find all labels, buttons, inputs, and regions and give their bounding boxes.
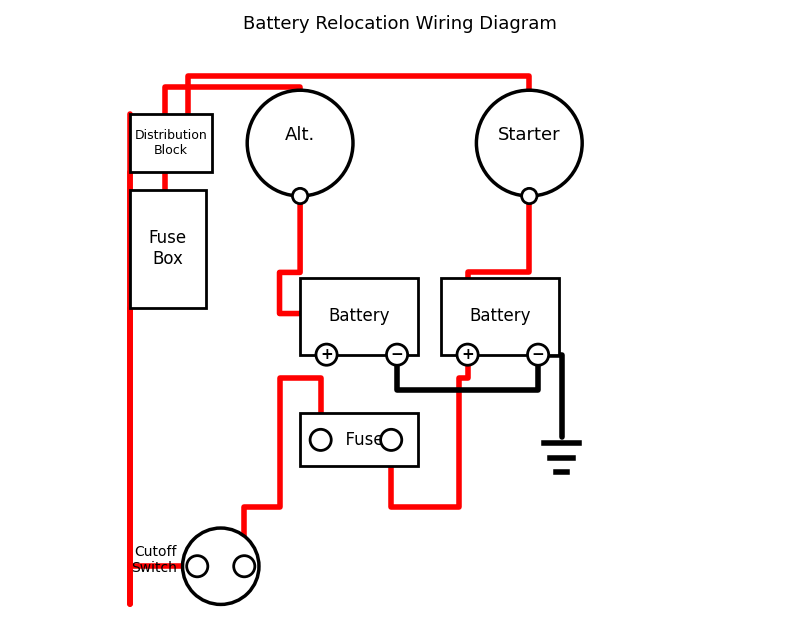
Circle shape xyxy=(182,528,259,604)
Circle shape xyxy=(247,90,353,196)
Circle shape xyxy=(522,188,537,204)
Circle shape xyxy=(476,90,582,196)
Text: Fuse: Fuse xyxy=(334,431,383,449)
Circle shape xyxy=(310,429,331,451)
Circle shape xyxy=(234,556,255,577)
Circle shape xyxy=(293,188,308,204)
Text: Distribution
Block: Distribution Block xyxy=(134,129,207,157)
FancyBboxPatch shape xyxy=(130,114,212,173)
Text: Alt.: Alt. xyxy=(285,126,315,144)
FancyBboxPatch shape xyxy=(441,278,558,355)
Text: Fuse
Box: Fuse Box xyxy=(149,230,187,268)
Text: −: − xyxy=(390,347,403,362)
Circle shape xyxy=(527,344,549,365)
Text: +: + xyxy=(320,347,333,362)
Circle shape xyxy=(457,344,478,365)
Text: Battery: Battery xyxy=(469,307,530,326)
Circle shape xyxy=(186,556,208,577)
Title: Battery Relocation Wiring Diagram: Battery Relocation Wiring Diagram xyxy=(243,15,557,33)
Circle shape xyxy=(316,344,337,365)
Circle shape xyxy=(381,429,402,451)
FancyBboxPatch shape xyxy=(130,190,206,308)
Circle shape xyxy=(386,344,408,365)
FancyBboxPatch shape xyxy=(300,278,418,355)
Text: Starter: Starter xyxy=(498,126,561,144)
Text: Battery: Battery xyxy=(328,307,390,326)
Text: −: − xyxy=(532,347,545,362)
Text: Cutoff
Switch: Cutoff Switch xyxy=(131,545,177,575)
Text: +: + xyxy=(462,347,474,362)
FancyBboxPatch shape xyxy=(300,413,418,467)
